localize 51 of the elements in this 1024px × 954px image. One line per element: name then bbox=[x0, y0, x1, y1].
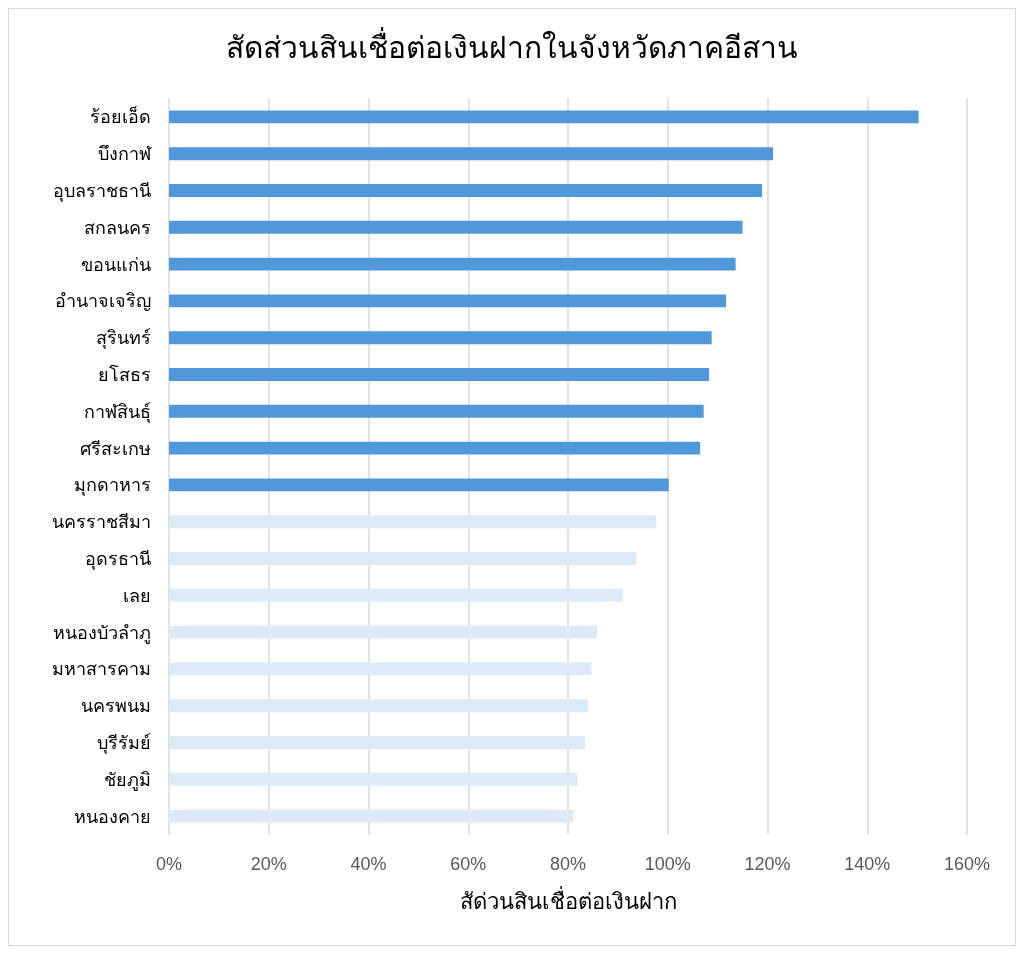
bar bbox=[169, 699, 588, 713]
bar bbox=[169, 588, 623, 602]
y-tick-label: เลย bbox=[123, 584, 151, 606]
x-axis-title: สัด่วนสินเชื่อต่อเงินฝาก bbox=[459, 886, 677, 914]
y-tick-label: นครพนม bbox=[81, 695, 151, 717]
bar bbox=[169, 441, 701, 455]
y-tick-label: บุรีรัมย์ bbox=[97, 732, 151, 754]
y-tick-label: สุรินทร์ bbox=[96, 327, 151, 350]
y-tick-label: ศรีสะเกษ bbox=[80, 437, 151, 459]
y-tick-label: กาฬสินธุ์ bbox=[84, 400, 151, 423]
y-tick-label: ชัยภูมิ bbox=[104, 768, 151, 791]
bar bbox=[169, 110, 919, 124]
y-tick-label: หนองคาย bbox=[74, 805, 151, 827]
x-tick-label: 20% bbox=[250, 853, 287, 874]
bar bbox=[169, 294, 727, 308]
y-tick-label: อุดรธานี bbox=[85, 548, 151, 570]
x-tick-label: 40% bbox=[350, 853, 387, 874]
y-tick-label: ร้อยเอ็ด bbox=[90, 105, 151, 128]
bar bbox=[169, 147, 773, 161]
bar bbox=[169, 552, 637, 565]
x-tick-label: 60% bbox=[450, 853, 487, 874]
y-tick-label: ขอนแก่น bbox=[81, 253, 151, 275]
bar bbox=[169, 736, 585, 749]
x-tick-label: 0% bbox=[155, 853, 183, 874]
x-tick-label: 100% bbox=[644, 853, 691, 874]
y-tick-label: สกลนคร bbox=[84, 216, 151, 238]
x-tick-label: 160% bbox=[943, 853, 991, 874]
y-tick-label: นครราชสีมา bbox=[52, 511, 151, 533]
chart-title: สัดส่วนสินเชื่อต่อเงินฝากในจังหวัดภาคอีสาน bbox=[226, 26, 798, 65]
bar bbox=[169, 331, 712, 345]
bar bbox=[169, 478, 669, 492]
bar bbox=[169, 404, 704, 418]
bar bbox=[169, 625, 597, 639]
y-tick-label: มหาสารคาม bbox=[52, 658, 151, 680]
x-tick-label: 120% bbox=[744, 853, 791, 874]
x-tick-label: 140% bbox=[844, 853, 891, 874]
y-tick-label: ยโสธร bbox=[98, 364, 151, 385]
y-tick-label: มุกดาหาร bbox=[74, 474, 151, 497]
bar bbox=[169, 257, 736, 271]
y-tick-label: อำนาจเจริญ bbox=[55, 290, 151, 312]
bar bbox=[169, 220, 743, 234]
bar bbox=[169, 772, 578, 786]
bar bbox=[169, 515, 657, 529]
bar bbox=[169, 662, 592, 676]
y-tick-label: บึงกาฬ bbox=[98, 143, 152, 165]
bar bbox=[169, 184, 763, 197]
bar bbox=[169, 809, 574, 823]
bar bbox=[169, 368, 710, 381]
y-tick-label: หนองบัวลำภู bbox=[53, 621, 151, 644]
y-tick-label: อุบลราชธานี bbox=[53, 180, 151, 202]
x-tick-label: 80% bbox=[549, 853, 587, 874]
